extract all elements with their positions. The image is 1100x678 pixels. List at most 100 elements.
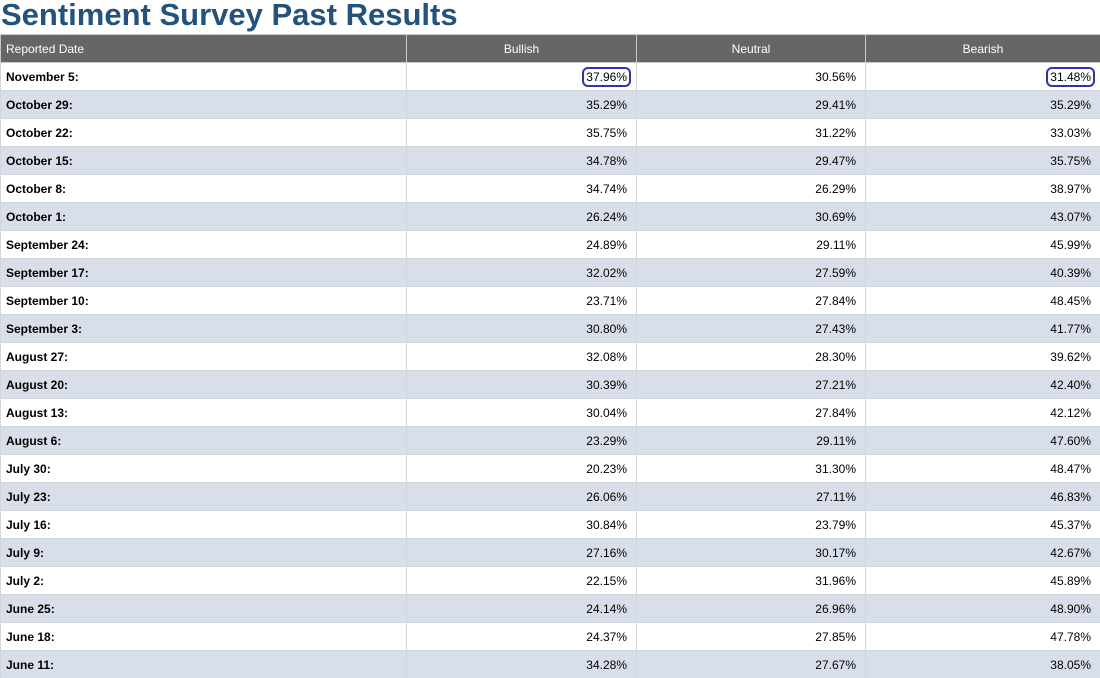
bullish-cell: 22.15% [406, 566, 637, 595]
neutral-value: 29.47% [815, 153, 856, 168]
reported-date-cell: October 29: [0, 90, 407, 119]
neutral-cell: 27.67% [636, 650, 866, 678]
header-bearish: Bearish [865, 34, 1100, 63]
bearish-value: 47.60% [1050, 433, 1091, 448]
neutral-value: 31.22% [815, 125, 856, 140]
neutral-value: 27.85% [815, 629, 856, 644]
neutral-cell: 27.84% [636, 286, 866, 315]
neutral-value: 31.96% [815, 573, 856, 588]
neutral-cell: 27.21% [636, 370, 866, 399]
reported-date-cell: June 11: [0, 650, 407, 678]
bearish-value: 45.37% [1050, 517, 1091, 532]
bearish-value: 38.97% [1050, 181, 1091, 196]
bullish-cell: 24.37% [406, 622, 637, 651]
reported-date-cell: July 16: [0, 510, 407, 539]
table-row: June 11: 34.28% 27.67% 38.05% [0, 650, 1100, 678]
bearish-value: 48.90% [1050, 601, 1091, 616]
table-row: August 20: 30.39% 27.21% 42.40% [0, 370, 1100, 399]
table-row: October 8: 34.74% 26.29% 38.97% [0, 174, 1100, 203]
neutral-cell: 28.30% [636, 342, 866, 371]
table-row: October 29: 35.29% 29.41% 35.29% [0, 90, 1100, 119]
bearish-value: 33.03% [1050, 125, 1091, 140]
reported-date-cell: July 30: [0, 454, 407, 483]
bearish-cell: 33.03% [865, 118, 1100, 147]
bearish-cell: 48.90% [865, 594, 1100, 623]
neutral-cell: 29.47% [636, 146, 866, 175]
bearish-value: 46.83% [1050, 489, 1091, 504]
reported-date-cell: August 20: [0, 370, 407, 399]
reported-date-cell: September 17: [0, 258, 407, 287]
bearish-cell: 40.39% [865, 258, 1100, 287]
neutral-cell: 29.11% [636, 230, 866, 259]
bearish-value: 39.62% [1050, 349, 1091, 364]
bearish-cell: 35.75% [865, 146, 1100, 175]
bullish-value: 26.06% [586, 489, 627, 504]
reported-date-cell: August 6: [0, 426, 407, 455]
neutral-value: 30.17% [815, 545, 856, 560]
bullish-value: 30.84% [586, 517, 627, 532]
table-row: June 18: 24.37% 27.85% 47.78% [0, 622, 1100, 651]
bullish-value: 26.24% [586, 209, 627, 224]
reported-date-cell: October 22: [0, 118, 407, 147]
neutral-cell: 27.84% [636, 398, 866, 427]
bearish-value: 45.89% [1050, 573, 1091, 588]
bullish-cell: 34.28% [406, 650, 637, 678]
bullish-value: 23.71% [586, 293, 627, 308]
bullish-cell: 34.78% [406, 146, 637, 175]
bullish-value: 32.02% [586, 265, 627, 280]
table-row: June 25: 24.14% 26.96% 48.90% [0, 594, 1100, 623]
bearish-value: 42.12% [1050, 405, 1091, 420]
bullish-value: 30.80% [586, 321, 627, 336]
bullish-cell: 32.02% [406, 258, 637, 287]
bearish-cell: 41.77% [865, 314, 1100, 343]
bearish-cell: 42.40% [865, 370, 1100, 399]
neutral-value: 23.79% [815, 517, 856, 532]
reported-date-cell: September 3: [0, 314, 407, 343]
bearish-cell: 35.29% [865, 90, 1100, 119]
table-row: July 16: 30.84% 23.79% 45.37% [0, 510, 1100, 539]
table-row: September 24: 24.89% 29.11% 45.99% [0, 230, 1100, 259]
table-row: October 22: 35.75% 31.22% 33.03% [0, 118, 1100, 147]
bearish-value: 42.40% [1050, 377, 1091, 392]
neutral-value: 26.96% [815, 601, 856, 616]
neutral-cell: 30.56% [636, 62, 866, 91]
bullish-value: 35.75% [586, 125, 627, 140]
reported-date-cell: August 13: [0, 398, 407, 427]
neutral-value: 29.11% [816, 237, 856, 252]
table-row: August 6: 23.29% 29.11% 47.60% [0, 426, 1100, 455]
bullish-cell: 30.04% [406, 398, 637, 427]
bearish-value: 47.78% [1050, 629, 1091, 644]
bullish-cell: 35.29% [406, 90, 637, 119]
table-body: November 5: 37.96% 30.56% 31.48% October 29:… [0, 62, 1100, 678]
table-row: July 23: 26.06% 27.11% 46.83% [0, 482, 1100, 511]
bullish-cell: 24.14% [406, 594, 637, 623]
bearish-value: 42.67% [1050, 545, 1091, 560]
bullish-value: 34.28% [586, 657, 627, 672]
bullish-value: 32.08% [586, 349, 627, 364]
neutral-cell: 29.11% [636, 426, 866, 455]
bullish-value: 34.74% [586, 181, 627, 196]
neutral-value: 27.59% [815, 265, 856, 280]
neutral-cell: 27.43% [636, 314, 866, 343]
table-row: August 27: 32.08% 28.30% 39.62% [0, 342, 1100, 371]
bearish-cell: 47.78% [865, 622, 1100, 651]
neutral-value: 27.21% [815, 377, 856, 392]
bearish-cell: 39.62% [865, 342, 1100, 371]
bearish-cell: 45.37% [865, 510, 1100, 539]
neutral-cell: 31.30% [636, 454, 866, 483]
neutral-cell: 30.69% [636, 202, 866, 231]
reported-date-cell: July 23: [0, 482, 407, 511]
bullish-cell: 34.74% [406, 174, 637, 203]
neutral-cell: 26.29% [636, 174, 866, 203]
bearish-cell: 46.83% [865, 482, 1100, 511]
header-reported-date: Reported Date [0, 34, 407, 63]
bullish-value: 22.15% [586, 573, 627, 588]
neutral-cell: 30.17% [636, 538, 866, 567]
bullish-cell: 23.29% [406, 426, 637, 455]
bullish-cell: 27.16% [406, 538, 637, 567]
bullish-cell: 24.89% [406, 230, 637, 259]
bearish-cell: 48.45% [865, 286, 1100, 315]
bearish-cell: 38.97% [865, 174, 1100, 203]
bearish-value: 40.39% [1050, 265, 1091, 280]
page-title: Sentiment Survey Past Results [1, 0, 458, 32]
